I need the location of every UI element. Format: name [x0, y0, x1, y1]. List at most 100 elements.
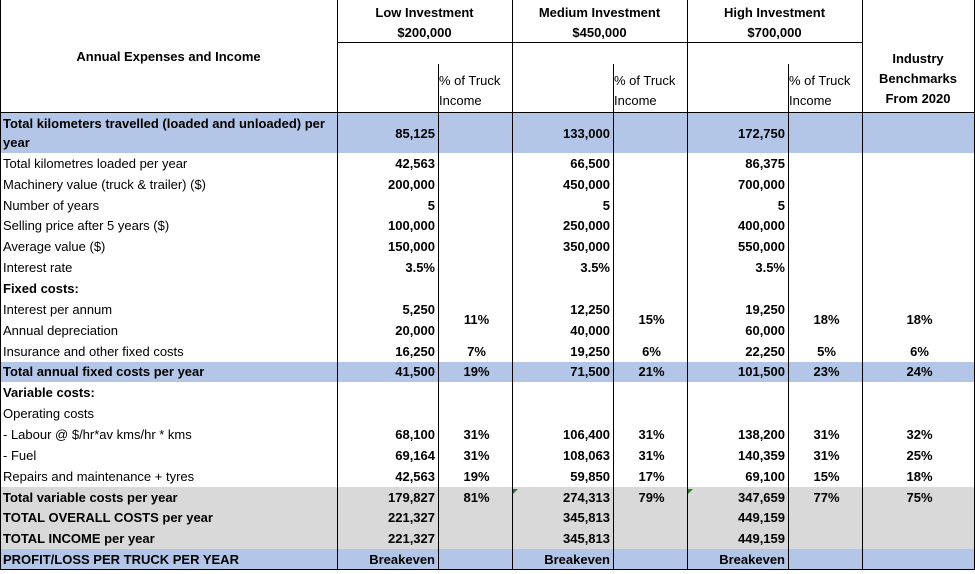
cell-high_pct: 31% — [813, 426, 840, 442]
row-label: Insurance and other fixed costs — [3, 343, 184, 359]
cell-high: 138,200 — [738, 426, 785, 442]
row-label: TOTAL OVERALL COSTS per year — [3, 510, 213, 526]
cell-med: 350,000 — [563, 239, 610, 255]
grid-line-high — [687, 0, 688, 570]
cell-low_pct: 7% — [467, 343, 486, 359]
row-band-blue — [0, 361, 974, 383]
cell-low: 42,563 — [395, 155, 435, 171]
cell-med_pct: 15% — [638, 312, 665, 328]
row-band-blue — [0, 113, 974, 153]
medium-investment-heading: Medium Investment — [538, 4, 661, 20]
cell-low_pct: 19% — [463, 364, 490, 380]
row-label: Operating costs — [3, 406, 95, 422]
cell-high_pct — [788, 174, 862, 195]
cell-low_pct — [438, 528, 512, 549]
grid-left-edge — [0, 0, 1, 570]
row-label: Selling price after 5 years ($) — [3, 218, 170, 234]
grid-bottom-edge — [0, 569, 975, 570]
row-label: PROFIT/LOSS PER TRUCK PER YEAR — [3, 552, 239, 568]
cell-med_pct — [613, 507, 687, 528]
cell-bench — [862, 403, 974, 424]
cell-low: 68,100 — [395, 426, 435, 442]
cell-low: 69,164 — [395, 447, 435, 463]
cell-low — [337, 382, 438, 403]
cell-high: 101,500 — [738, 364, 785, 380]
cell-low: 85,125 — [395, 125, 435, 141]
cell-high: 86,375 — [745, 155, 785, 171]
cell-med_pct — [613, 403, 687, 424]
cell-bench: 24% — [906, 364, 933, 380]
cell-high_pct — [788, 195, 862, 216]
cell-bench: 32% — [906, 426, 933, 442]
cell-low_pct: 31% — [463, 426, 490, 442]
cell-med: 12,250 — [570, 301, 610, 317]
cell-high_pct — [788, 507, 862, 528]
benchmark-heading-line2: Benchmarks — [878, 70, 958, 86]
cell-med: 5 — [602, 197, 610, 213]
cell-low — [337, 278, 438, 299]
cell-med: 66,500 — [570, 155, 610, 171]
cell-high_pct — [788, 153, 862, 174]
cell-med_pct — [613, 236, 687, 257]
cell-med: 345,813 — [563, 531, 610, 547]
cell-low_pct — [438, 403, 512, 424]
cell-marker-high-variable — [688, 489, 693, 494]
high-investment-heading: High Investment — [723, 4, 826, 20]
cell-high: 700,000 — [738, 176, 785, 192]
cell-bench — [862, 195, 974, 216]
row-label: Average value ($) — [3, 239, 106, 255]
cell-low: 20,000 — [395, 322, 435, 338]
cell-low: 5 — [427, 197, 435, 213]
cell-high — [687, 278, 788, 299]
cell-low_pct — [438, 113, 512, 153]
cell-bench — [862, 278, 974, 299]
cell-low: 5,250 — [402, 301, 435, 317]
cell-low_pct — [438, 507, 512, 528]
cell-med_pct: 17% — [638, 468, 665, 484]
cell-med_pct — [613, 382, 687, 403]
cell-high — [687, 382, 788, 403]
cell-low: 221,327 — [388, 510, 435, 526]
cell-bench: 18% — [906, 468, 933, 484]
cell-high_pct — [788, 549, 862, 570]
cell-high_pct: 18% — [813, 312, 840, 328]
medium-investment-amount: $450,000 — [572, 24, 627, 40]
cell-high: 400,000 — [738, 218, 785, 234]
medium-pct-heading-line1: % of Truck — [614, 72, 676, 88]
medium-pct-heading-line2: Income — [614, 92, 657, 108]
cell-low: Breakeven — [369, 552, 435, 568]
cell-low_pct — [438, 278, 512, 299]
high-pct-heading-line2: Income — [789, 92, 832, 108]
cell-high_pct: 15% — [813, 468, 840, 484]
row-label: Machinery value (truck & trailer) ($) — [3, 176, 206, 192]
cell-low_pct — [438, 216, 512, 237]
cell-high_pct — [788, 382, 862, 403]
cell-high_pct: 77% — [813, 489, 840, 505]
row-band-grey — [0, 507, 974, 529]
cell-bench: 6% — [910, 343, 929, 359]
grid-line-medium — [512, 0, 513, 570]
cell-high: 3.5% — [755, 260, 785, 276]
grid-line-medium-pct — [613, 64, 614, 570]
cell-med_pct — [613, 113, 687, 153]
cell-med: 71,500 — [570, 364, 610, 380]
cell-med: 19,250 — [570, 343, 610, 359]
cell-high_pct — [788, 113, 862, 153]
low-investment-amount: $200,000 — [397, 24, 452, 40]
cell-high — [687, 403, 788, 424]
benchmark-heading-line1: Industry — [892, 50, 944, 66]
cell-high: 347,659 — [738, 489, 785, 505]
cell-med — [512, 403, 613, 424]
row-label: Total kilometres loaded per year — [3, 155, 188, 171]
cell-low: 179,827 — [388, 489, 435, 505]
cell-med_pct — [613, 153, 687, 174]
cell-low_pct — [438, 320, 512, 341]
cell-high: 69,100 — [745, 468, 785, 484]
cell-med_pct: 6% — [642, 343, 661, 359]
cell-low_pct: 19% — [463, 468, 490, 484]
header-title: Annual Expenses and Income — [76, 48, 261, 64]
cell-high_pct — [788, 236, 862, 257]
cell-high: 550,000 — [738, 239, 785, 255]
cell-high: 172,750 — [738, 125, 785, 141]
